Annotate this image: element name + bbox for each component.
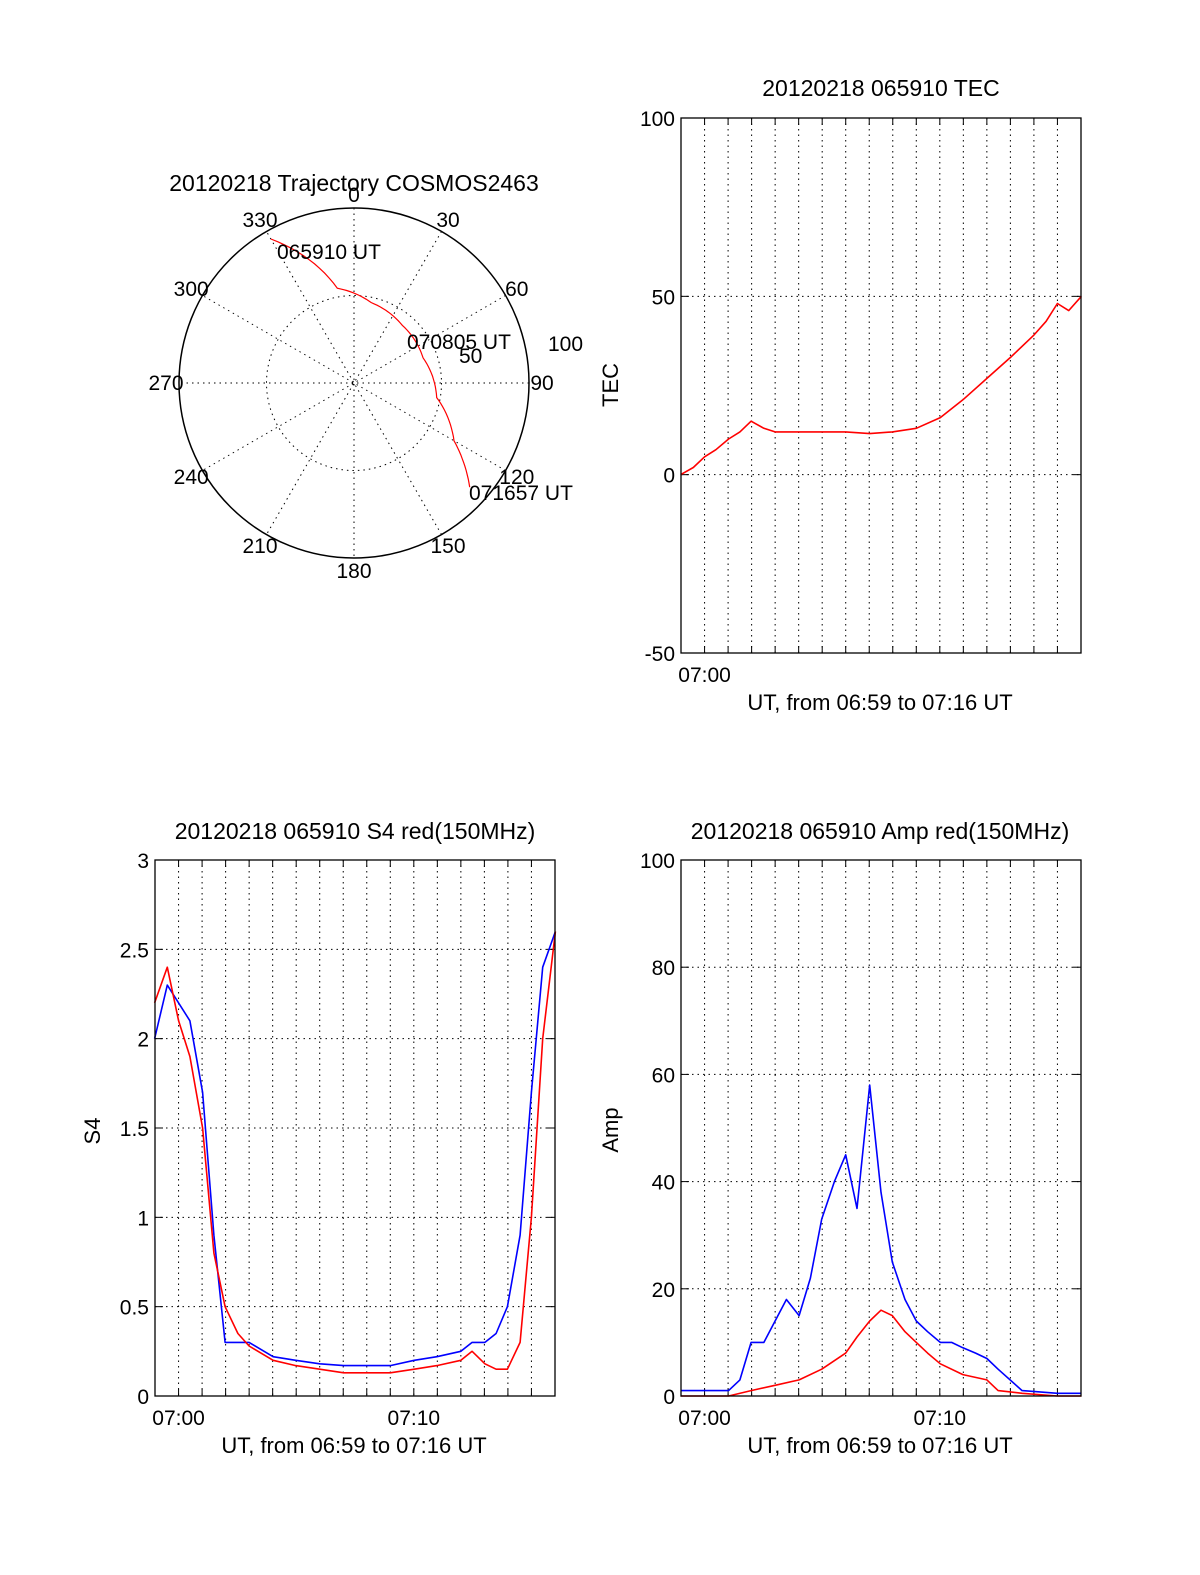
polar-title: 20120218 Trajectory COSMOS2463 bbox=[169, 170, 538, 196]
angle-tick-label: 270 bbox=[148, 372, 183, 395]
polar-inner-circle bbox=[266, 295, 442, 471]
y-tick-label: 1 bbox=[137, 1207, 149, 1230]
y-tick-label: 100 bbox=[640, 108, 675, 131]
polar-spoke-line bbox=[202, 295, 506, 471]
x-tick-label: 07:00 bbox=[152, 1407, 205, 1430]
angle-tick-label: 240 bbox=[174, 466, 209, 489]
radial-tick-label: 50 bbox=[459, 345, 482, 368]
angle-tick-label: 210 bbox=[242, 535, 277, 558]
angle-tick-label: 120 bbox=[499, 466, 534, 489]
y-tick-label: 1.5 bbox=[120, 1118, 149, 1141]
s4-x-axis-label: UT, from 06:59 to 07:16 UT bbox=[221, 1433, 486, 1458]
angle-tick-label: 60 bbox=[505, 278, 528, 301]
x-tick-label: 07:00 bbox=[678, 1407, 731, 1430]
trajectory-start-label: 065910 UT bbox=[277, 241, 381, 264]
series-line bbox=[680, 295, 1082, 476]
angle-tick-label: 180 bbox=[336, 560, 371, 583]
y-tick-label: 100 bbox=[640, 850, 675, 873]
s4-plot: 20120218 065910 S4 red(150MHz) 0 0.5 1 1.5 2… bbox=[80, 818, 557, 1458]
x-tick-label: 07:10 bbox=[914, 1407, 967, 1430]
tec-y-axis-label: TEC bbox=[598, 363, 623, 407]
y-tick-label: 80 bbox=[652, 957, 675, 980]
tec-title: 20120218 065910 TEC bbox=[762, 75, 999, 101]
polar-spoke-line bbox=[266, 231, 442, 535]
y-tick-label: -50 bbox=[645, 643, 675, 666]
y-tick-label: 3 bbox=[137, 850, 149, 873]
angle-tick-label: 330 bbox=[242, 209, 277, 232]
amp-plot-frame bbox=[680, 859, 1082, 1397]
y-tick-label: 40 bbox=[652, 1172, 675, 1195]
s4-plot-frame bbox=[154, 859, 556, 1397]
series-line bbox=[153, 931, 557, 1367]
x-tick-label: 07:00 bbox=[678, 664, 731, 687]
trajectory-mid-label: 070805 UT bbox=[407, 331, 511, 354]
y-tick-label: 50 bbox=[652, 286, 675, 309]
y-tick-label: 0.5 bbox=[120, 1297, 149, 1320]
tec-plot-frame bbox=[680, 117, 1082, 654]
amp-plot: 20120218 065910 Amp red(150MHz) 0 20 40 60 8… bbox=[598, 818, 1082, 1458]
tec-plot: 20120218 065910 TEC -50 0 50 100 07:00 UT, … bbox=[598, 75, 1082, 715]
radial-tick-label: 100 bbox=[548, 333, 583, 356]
amp-title: 20120218 065910 Amp red(150MHz) bbox=[691, 818, 1069, 844]
trajectory-polar-plot: 20120218 Trajectory COSMOS2463 0 30 60 90 12… bbox=[148, 170, 583, 583]
s4-y-axis-label: S4 bbox=[80, 1118, 105, 1145]
y-tick-label: 20 bbox=[652, 1279, 675, 1302]
polar-spoke-line bbox=[266, 231, 442, 535]
trajectory-end-label: 071657 UT bbox=[469, 482, 573, 505]
angle-tick-label: 150 bbox=[430, 535, 465, 558]
y-tick-label: 2 bbox=[137, 1029, 149, 1052]
s4-title: 20120218 065910 S4 red(150MHz) bbox=[175, 818, 536, 844]
series-line bbox=[153, 931, 557, 1374]
angle-tick-label: 0 bbox=[348, 184, 360, 207]
series-line bbox=[680, 1309, 1082, 1397]
x-tick-label: 07:10 bbox=[388, 1407, 441, 1430]
angle-tick-label: 30 bbox=[436, 209, 459, 232]
y-tick-label: 60 bbox=[652, 1064, 675, 1087]
y-tick-label: 0 bbox=[663, 465, 675, 488]
tec-x-axis-label: UT, from 06:59 to 07:16 UT bbox=[747, 690, 1012, 715]
trajectory-line bbox=[270, 238, 471, 488]
y-tick-label: 2.5 bbox=[120, 939, 149, 962]
series-line bbox=[680, 1084, 1082, 1395]
y-tick-label: 0 bbox=[137, 1386, 149, 1409]
amp-y-axis-label: Amp bbox=[598, 1107, 623, 1152]
polar-spoke-line bbox=[202, 295, 506, 471]
angle-tick-label: 90 bbox=[530, 372, 553, 395]
amp-x-axis-label: UT, from 06:59 to 07:16 UT bbox=[747, 1433, 1012, 1458]
y-tick-label: 0 bbox=[663, 1386, 675, 1409]
angle-tick-label: 300 bbox=[174, 278, 209, 301]
